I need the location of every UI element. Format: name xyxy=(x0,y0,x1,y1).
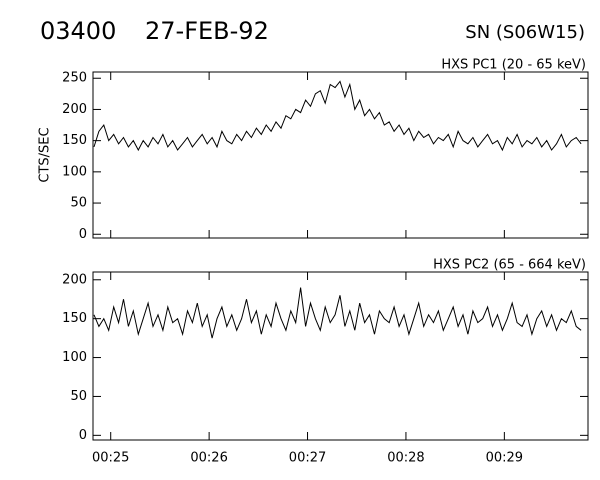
x-tick-label: 00:26 xyxy=(190,451,227,466)
observation-date: 27-FEB-92 xyxy=(145,17,269,45)
y-tick-label: 200 xyxy=(62,272,87,287)
y-tick-label: 100 xyxy=(62,350,87,365)
location: SN (S06W15) xyxy=(465,22,585,43)
y-axis-label: CTS/SEC xyxy=(38,127,53,182)
x-tick-label: 00:27 xyxy=(289,451,326,466)
x-tick-label: 00:25 xyxy=(92,451,129,466)
y-tick-label: 100 xyxy=(62,164,87,179)
y-tick-label: 250 xyxy=(62,71,87,86)
y-tick-label: 0 xyxy=(79,227,87,242)
x-tick-label: 00:29 xyxy=(486,451,523,466)
data-line xyxy=(93,80,582,152)
y-tick-label: 150 xyxy=(62,311,87,326)
panel-title: HXS PC1 (20 - 65 keV) xyxy=(441,58,586,73)
plot-frame xyxy=(92,271,589,441)
observation-id: 03400 xyxy=(40,17,116,45)
y-tick-label: 200 xyxy=(62,102,87,117)
y-tick-label: 50 xyxy=(70,196,87,211)
y-tick-label: 50 xyxy=(70,389,87,404)
x-tick-label: 00:28 xyxy=(387,451,424,466)
panel-title: HXS PC2 (65 - 664 keV) xyxy=(433,258,586,273)
plot-frame xyxy=(92,71,589,239)
y-tick-label: 0 xyxy=(79,428,87,443)
data-line xyxy=(93,287,582,339)
y-tick-label: 150 xyxy=(62,133,87,148)
